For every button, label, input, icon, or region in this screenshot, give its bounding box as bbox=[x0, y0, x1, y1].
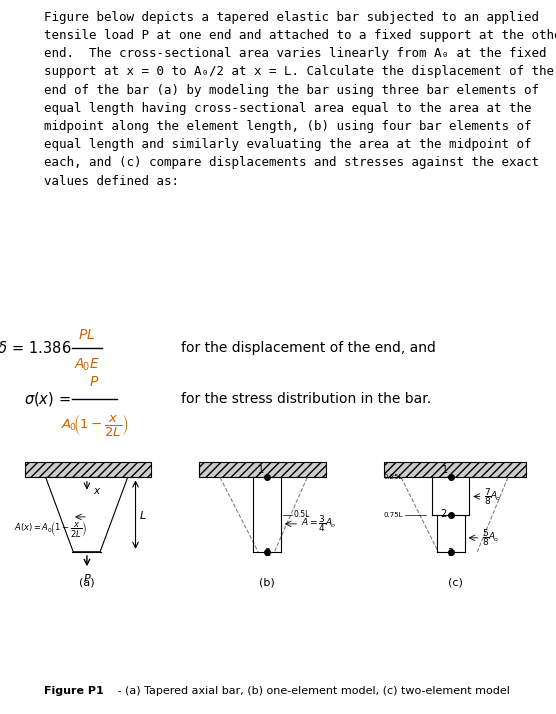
Text: (a): (a) bbox=[79, 578, 95, 588]
Text: $L$: $L$ bbox=[138, 508, 146, 521]
Text: for the displacement of the end, and: for the displacement of the end, and bbox=[181, 341, 436, 356]
Text: for the stress distribution in the bar.: for the stress distribution in the bar. bbox=[181, 392, 431, 406]
Text: $A_{\!0}\!\left(1-\dfrac{x}{2L}\right)$: $A_{\!0}\!\left(1-\dfrac{x}{2L}\right)$ bbox=[61, 412, 129, 438]
Text: 1: 1 bbox=[257, 466, 264, 476]
Text: $x$: $x$ bbox=[93, 486, 101, 496]
Text: Figure below depicts a tapered elastic bar subjected to an applied
tensile load : Figure below depicts a tapered elastic b… bbox=[44, 11, 556, 188]
Text: $P$: $P$ bbox=[83, 572, 91, 584]
Text: $\sigma(x)\,{=}$: $\sigma(x)\,{=}$ bbox=[24, 391, 71, 408]
Polygon shape bbox=[46, 478, 128, 552]
Text: 0.25L: 0.25L bbox=[384, 475, 403, 481]
Text: $\dfrac{5}{8}A_{\!o}$: $\dfrac{5}{8}A_{\!o}$ bbox=[482, 528, 500, 548]
Text: $\dfrac{7}{8}A_{\!o}$: $\dfrac{7}{8}A_{\!o}$ bbox=[484, 486, 502, 507]
Text: 3: 3 bbox=[448, 548, 454, 558]
Text: $P$: $P$ bbox=[89, 375, 100, 388]
Text: 0.75L: 0.75L bbox=[384, 512, 403, 518]
Bar bbox=[24, 463, 151, 478]
Bar bbox=[384, 463, 527, 478]
Text: $A_{\!0}E$: $A_{\!0}E$ bbox=[74, 357, 100, 373]
Text: (c): (c) bbox=[448, 578, 463, 588]
Text: $\delta\,{=}\,1.386\,$: $\delta\,{=}\,1.386\,$ bbox=[0, 341, 71, 356]
Text: $A=\dfrac{3}{4}A_{\!o}$: $A=\dfrac{3}{4}A_{\!o}$ bbox=[301, 513, 336, 534]
Text: $PL$: $PL$ bbox=[78, 328, 95, 342]
Text: 2: 2 bbox=[264, 548, 270, 558]
Text: 0.5L: 0.5L bbox=[294, 510, 310, 519]
Text: - (a) Tapered axial bar, (b) one-element model, (c) two-element model: - (a) Tapered axial bar, (b) one-element… bbox=[113, 686, 509, 696]
Text: 2: 2 bbox=[440, 509, 446, 519]
Text: Figure P1: Figure P1 bbox=[44, 686, 104, 696]
Text: $A(x)=A_0\!\left(1-\dfrac{x}{2L}\right)$: $A(x)=A_0\!\left(1-\dfrac{x}{2L}\right)$ bbox=[14, 518, 87, 538]
Text: (b): (b) bbox=[259, 578, 275, 588]
Bar bbox=[199, 463, 326, 478]
Text: 1: 1 bbox=[441, 466, 448, 476]
